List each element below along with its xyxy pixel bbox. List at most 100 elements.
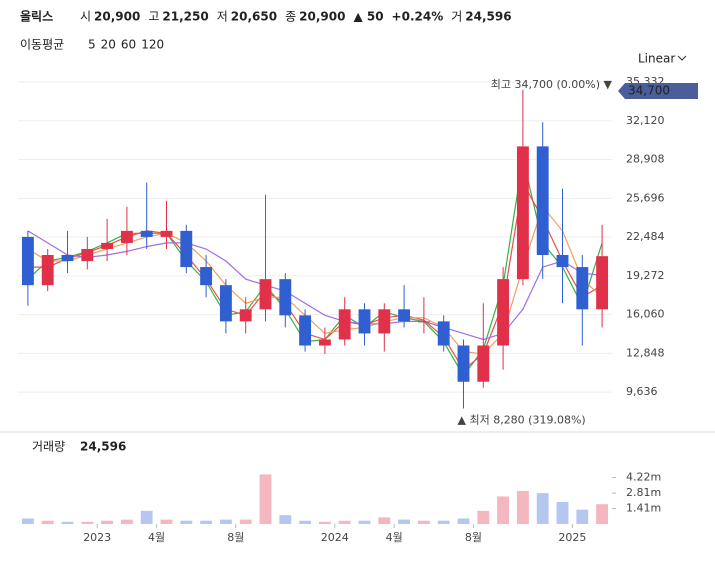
- volume-bar: [101, 520, 114, 524]
- header-close-label: 종: [285, 10, 296, 24]
- volume-bar: [596, 504, 609, 524]
- candle-body: [338, 309, 351, 340]
- candle-body: [239, 309, 252, 322]
- candle-body: [61, 255, 74, 262]
- candle-body: [299, 315, 312, 346]
- scale-dropdown-icon[interactable]: [677, 55, 687, 61]
- y-tick-label: 19,272: [626, 269, 665, 282]
- header-low: 20,650: [231, 10, 277, 24]
- volume-bar: [378, 517, 391, 524]
- header-volume: 24,596: [465, 10, 511, 24]
- volume-bar: [536, 493, 549, 524]
- header-high-label: 고: [148, 10, 159, 24]
- volume-tick-label: 1.41m: [626, 501, 661, 514]
- price-tag: 34,700: [628, 84, 670, 98]
- candle-body: [536, 146, 549, 255]
- stock-name: 올릭스: [20, 10, 53, 24]
- header-low-label: 저: [217, 10, 228, 24]
- scale-label[interactable]: Linear: [638, 52, 675, 66]
- volume-bar: [299, 520, 312, 524]
- volume-tick-label: 2.81m: [626, 486, 661, 499]
- volume-bar: [160, 519, 173, 524]
- volume-bar: [497, 496, 510, 524]
- candle-body: [140, 230, 153, 237]
- candle-body: [378, 309, 391, 334]
- y-tick-label: 12,848: [626, 346, 665, 359]
- legend-entry: 120: [141, 38, 164, 52]
- volume-bar: [516, 490, 529, 524]
- volume-bar: [279, 515, 292, 524]
- y-tick-label: 22,484: [626, 230, 665, 243]
- legend-entry: 20: [101, 38, 116, 52]
- candle-body: [279, 279, 292, 316]
- candle-body: [576, 267, 589, 310]
- header-open: 20,900: [94, 10, 140, 24]
- volume-tick-label: 4.22m: [626, 471, 661, 484]
- x-tick-label: 8월: [465, 531, 482, 544]
- x-tick-label: 2025: [558, 531, 586, 544]
- header-quote: 시 20,900 고 21,250 저 20,650 종 20,900 ▲ 50 +0.24% 거 2…: [80, 10, 512, 24]
- volume-bar: [200, 520, 213, 524]
- volume-bar: [477, 510, 490, 524]
- header-volume-label: 거: [451, 10, 462, 24]
- volume-last: 24,596: [80, 440, 126, 454]
- y-tick-label: 28,908: [626, 153, 665, 166]
- volume-bar: [398, 519, 411, 524]
- volume-bar: [338, 520, 351, 524]
- header-open-label: 시: [80, 10, 91, 24]
- x-tick-label: 4월: [148, 531, 165, 544]
- volume-bar: [120, 519, 133, 524]
- candle-body: [259, 279, 272, 310]
- candle-body: [556, 255, 569, 268]
- x-tick-label: 8월: [227, 531, 244, 544]
- header-change-pct: +0.24%: [392, 10, 444, 24]
- volume-bar: [81, 521, 94, 524]
- volume-bar: [180, 520, 193, 524]
- volume-bar: [556, 501, 569, 524]
- candle-body: [41, 255, 54, 286]
- header-close: 20,900: [299, 10, 345, 24]
- x-tick-label: 2023: [83, 531, 111, 544]
- candle-body: [160, 230, 173, 237]
- volume-bar: [437, 520, 450, 524]
- y-tick-label: 9,636: [626, 385, 658, 398]
- candle-body: [437, 321, 450, 346]
- volume-bar: [358, 520, 371, 524]
- volume-bar: [21, 518, 34, 524]
- candle-body: [120, 230, 133, 243]
- price-tag-box: [618, 83, 698, 99]
- volume-bar: [417, 520, 430, 524]
- candle-body: [457, 345, 470, 382]
- y-tick-label: 32,120: [626, 114, 665, 127]
- volume-bar: [457, 518, 470, 524]
- candle-body: [417, 321, 430, 323]
- candle-body: [477, 345, 490, 382]
- ma-title: 이동평균: [20, 38, 64, 52]
- volume-bar: [61, 521, 74, 524]
- header-high: 21,250: [162, 10, 208, 24]
- candle-body: [200, 267, 213, 286]
- candle-body: [318, 339, 331, 346]
- volume-bar: [239, 519, 252, 524]
- min-annotation: ▲ 최저 8,280 (319.08%): [458, 414, 586, 427]
- candle-body: [398, 309, 411, 322]
- candle-body: [81, 248, 94, 262]
- x-tick-label: 4월: [386, 531, 403, 544]
- volume-bar: [259, 474, 272, 524]
- candle-body: [101, 242, 114, 249]
- legend-entry: 5: [88, 38, 96, 52]
- y-tick-label: 16,060: [626, 308, 665, 321]
- volume-bar: [318, 521, 331, 524]
- candle-body: [219, 285, 232, 322]
- volume-bar: [219, 519, 232, 524]
- max-annotation: 최고 34,700 (0.00%) ▼: [491, 78, 613, 91]
- volume-title: 거래량: [32, 440, 65, 454]
- y-tick-label: 25,696: [626, 191, 665, 204]
- volume-bar: [140, 510, 153, 524]
- candle-body: [516, 146, 529, 280]
- x-tick-label: 2024: [321, 531, 349, 544]
- candle-body: [358, 309, 371, 334]
- volume-bar: [576, 509, 589, 524]
